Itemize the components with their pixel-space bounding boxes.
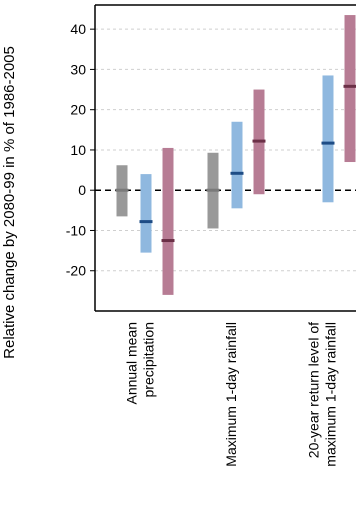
- y-tick-label: -20: [66, 263, 86, 279]
- category-label: 20-year return level of: [306, 322, 322, 458]
- range-bar-s2-c3: [322, 75, 334, 203]
- range-bar-s2-c2: [231, 121, 243, 209]
- y-tick-label: 10: [70, 142, 86, 158]
- category-label: Annual mean: [124, 322, 140, 405]
- range-bar-s2-c1: [140, 174, 152, 253]
- y-axis-label: Relative change by 2080-99 in % of 1986-…: [1, 46, 18, 359]
- median-markers: [115, 84, 356, 243]
- axis-labels: 40 30 20 10 0 -10 -20 Relative change by 2080-9…: [1, 21, 339, 467]
- category-label: precipitation: [141, 322, 157, 398]
- y-tick-label: 40: [70, 21, 86, 37]
- range-bar-s3-c1: [162, 147, 174, 295]
- range-bar-s3-c3: [344, 15, 356, 163]
- category-label: maximum 1-day rainfall: [323, 322, 339, 467]
- gridlines: [95, 28, 356, 272]
- category-label: Maximum 1-day rainfall: [223, 322, 239, 467]
- range-bars: [116, 15, 356, 295]
- y-tick-label: 20: [70, 102, 86, 118]
- y-tick-label: 0: [78, 182, 86, 198]
- axes: [90, 4, 356, 312]
- y-tick-label: -10: [66, 222, 86, 238]
- y-tick-label: 30: [70, 61, 86, 77]
